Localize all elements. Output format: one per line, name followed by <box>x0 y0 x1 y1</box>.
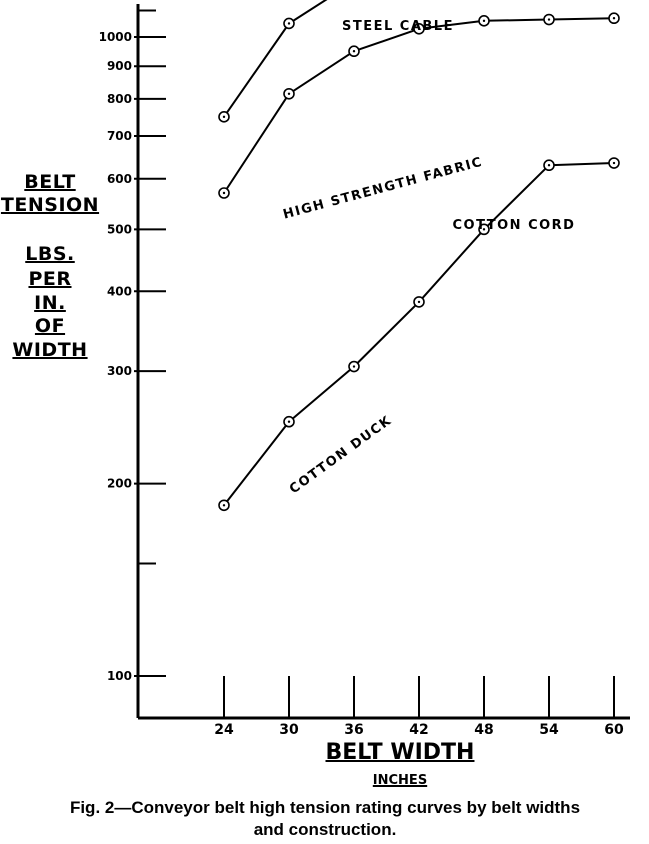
series-label: STEEL CABLE <box>342 19 454 34</box>
data-point-center <box>287 420 291 423</box>
series-line <box>223 0 328 118</box>
series-lines <box>223 0 615 506</box>
series-markers <box>218 12 620 512</box>
series-label: HIGH STRENGTH FABRIC <box>282 155 485 223</box>
data-point-center <box>482 19 486 23</box>
y-tick-label: 400 <box>107 284 132 298</box>
y-axis-label-line: BELT <box>24 171 76 193</box>
x-tick-label: 42 <box>409 722 428 738</box>
y-tick-label: 700 <box>107 129 132 143</box>
data-point-center <box>612 17 616 20</box>
x-tick-label: 30 <box>279 722 299 738</box>
x-tick-label: 54 <box>539 722 559 738</box>
x-axis-label: BELT WIDTH <box>325 740 475 765</box>
y-axis-label-line: WIDTH <box>12 339 88 361</box>
figure-caption: Fig. 2—Conveyor belt high tension rating… <box>20 797 630 841</box>
y-axis-label-line: PER <box>28 268 72 290</box>
data-point-center <box>482 228 486 231</box>
axes <box>136 4 630 720</box>
data-point-center <box>287 92 291 95</box>
data-point-center <box>352 365 356 368</box>
y-axis-ticks: 1002003004005006007008009001000150020003… <box>99 9 166 683</box>
y-axis-label-line: IN. <box>34 292 66 314</box>
x-tick-label: 48 <box>474 722 493 738</box>
data-point-center <box>222 504 226 507</box>
y-tick-label: 1000 <box>99 30 132 44</box>
y-tick-label: 900 <box>107 59 132 73</box>
y-tick-label: 300 <box>107 364 132 378</box>
data-point-center <box>222 191 226 195</box>
data-point-center <box>417 27 421 30</box>
data-point-center <box>547 18 551 21</box>
x-tick-label: 24 <box>214 722 234 738</box>
y-tick-label: 800 <box>107 92 132 106</box>
data-point-center <box>547 164 551 167</box>
caption-line: and construction. <box>253 820 397 839</box>
y-tick-label: 500 <box>107 222 132 236</box>
x-axis-ticks: 24 30 36 42 48 54 60 <box>214 676 624 738</box>
data-point-center <box>287 22 291 25</box>
y-axis-label-line: LBS. <box>25 243 75 265</box>
x-tick-label: 60 <box>604 722 624 738</box>
x-tick-label: 36 <box>344 722 363 738</box>
series-label: COTTON CORD <box>453 218 576 233</box>
series-line <box>223 17 615 194</box>
data-point-center <box>352 50 356 53</box>
data-point-center <box>612 161 616 165</box>
y-tick-label: 600 <box>107 172 132 186</box>
caption-line: Fig. 2—Conveyor belt high tension rating… <box>69 798 581 817</box>
data-point-center <box>222 115 226 119</box>
data-point-center <box>417 300 421 304</box>
x-axis-units: INCHES <box>372 773 428 788</box>
y-tick-label: 100 <box>107 669 132 683</box>
series-label: COTTON DUCK <box>287 413 395 497</box>
y-tick-label: 200 <box>107 477 132 491</box>
y-axis-label-line: OF <box>34 315 66 337</box>
y-axis-label-line: TENSION <box>0 194 100 216</box>
